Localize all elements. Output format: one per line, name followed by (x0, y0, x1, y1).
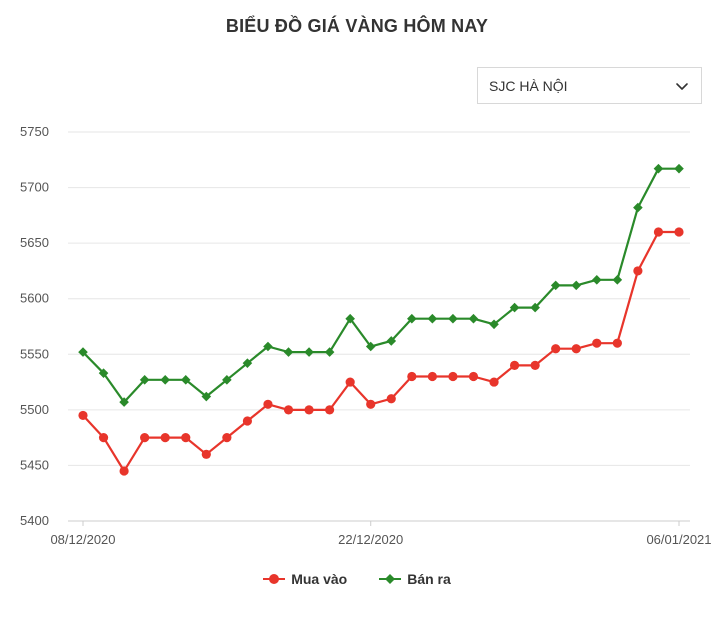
data-point-sell (591, 275, 602, 285)
y-axis-labels: 5400 5450 5500 5550 5600 5650 5700 5750 (20, 124, 49, 528)
data-point-buy (427, 371, 437, 382)
data-point-buy (345, 377, 355, 387)
x-axis-labels: 08/12/2020 22/12/2020 06/01/2021 (50, 521, 712, 547)
series-markers (78, 163, 684, 476)
y-tick-label: 5400 (20, 513, 49, 528)
data-point-sell (78, 347, 88, 357)
location-select-value: SJC HÀ NỘI (489, 77, 568, 94)
data-point-buy (612, 338, 622, 348)
data-point-buy (674, 227, 684, 237)
legend-label-sell: Bán ra (407, 571, 451, 587)
data-point-buy (325, 405, 335, 415)
legend-item-buy[interactable]: Mua vào (263, 571, 347, 587)
data-point-sell (509, 302, 520, 313)
series-line-buy (82, 230, 679, 473)
data-point-sell (530, 302, 540, 313)
data-point-buy (530, 360, 540, 370)
data-point-buy (468, 371, 479, 382)
y-tick-label: 5450 (20, 457, 49, 472)
data-point-buy (222, 433, 232, 443)
data-point-sell (98, 368, 109, 378)
data-point-sell (263, 341, 273, 352)
data-point-buy (551, 344, 561, 354)
data-point-buy (509, 360, 520, 370)
y-tick-label: 5550 (20, 346, 49, 361)
data-point-buy (119, 466, 129, 476)
data-point-sell (653, 163, 664, 174)
data-point-buy (160, 433, 170, 443)
data-point-sell (304, 347, 314, 357)
x-tick-label: 22/12/2020 (338, 532, 403, 547)
data-point-sell (345, 313, 355, 324)
data-point-sell (407, 313, 417, 324)
data-point-sell (139, 375, 150, 385)
series-lines (82, 167, 679, 473)
location-select[interactable]: SJC HÀ NỘI (477, 67, 702, 104)
data-point-sell (324, 347, 335, 357)
data-point-sell (365, 341, 376, 352)
data-point-sell (283, 347, 294, 357)
data-point-sell (633, 202, 643, 213)
data-point-buy (407, 371, 417, 382)
data-point-buy (571, 344, 581, 354)
data-point-sell (386, 336, 397, 346)
legend-item-sell[interactable]: Bán ra (379, 571, 451, 587)
data-point-sell (571, 280, 582, 291)
data-point-buy (633, 266, 643, 276)
data-point-sell (468, 313, 479, 324)
data-point-buy (386, 394, 396, 404)
data-point-buy (489, 377, 499, 387)
data-point-buy (201, 449, 211, 459)
data-point-buy (366, 399, 376, 409)
data-point-sell (550, 280, 561, 291)
data-point-buy (242, 416, 253, 426)
chart-legend: Mua vào Bán ra (0, 571, 714, 587)
data-point-sell (180, 375, 191, 385)
data-point-sell (448, 313, 458, 324)
data-point-sell (427, 313, 438, 324)
data-point-buy (653, 227, 664, 237)
legend-label-buy: Mua vào (291, 571, 348, 587)
data-point-sell (119, 397, 129, 407)
data-point-sell (222, 375, 232, 385)
chart-title: BIỂU ĐỒ GIÁ VÀNG HÔM NAY (225, 16, 489, 36)
y-tick-label: 5650 (20, 235, 49, 250)
data-point-sell (242, 358, 253, 368)
y-tick-label: 5500 (20, 402, 49, 417)
legend-swatch-sell (379, 574, 402, 584)
chevron-down-icon (675, 79, 689, 93)
data-point-sell (674, 163, 684, 174)
x-tick-label: 08/12/2020 (50, 532, 115, 547)
data-point-buy (98, 433, 109, 443)
data-point-buy (592, 338, 602, 348)
data-point-buy (263, 399, 273, 409)
data-point-buy (140, 433, 150, 443)
data-point-sell (612, 275, 623, 285)
y-tick-label: 5750 (20, 124, 49, 139)
series-line-sell (82, 167, 679, 404)
data-point-buy (78, 410, 88, 421)
legend-swatch-buy (263, 574, 286, 584)
data-point-buy (181, 433, 191, 443)
grid-lines (68, 131, 690, 522)
data-point-buy (304, 405, 314, 415)
data-point-buy (283, 405, 294, 415)
data-point-buy (448, 371, 458, 382)
data-point-sell (201, 391, 212, 402)
x-tick-label: 06/01/2021 (646, 532, 711, 547)
y-tick-label: 5700 (20, 180, 49, 195)
data-point-sell (489, 319, 499, 330)
data-point-sell (160, 375, 171, 385)
y-tick-label: 5600 (20, 291, 49, 306)
